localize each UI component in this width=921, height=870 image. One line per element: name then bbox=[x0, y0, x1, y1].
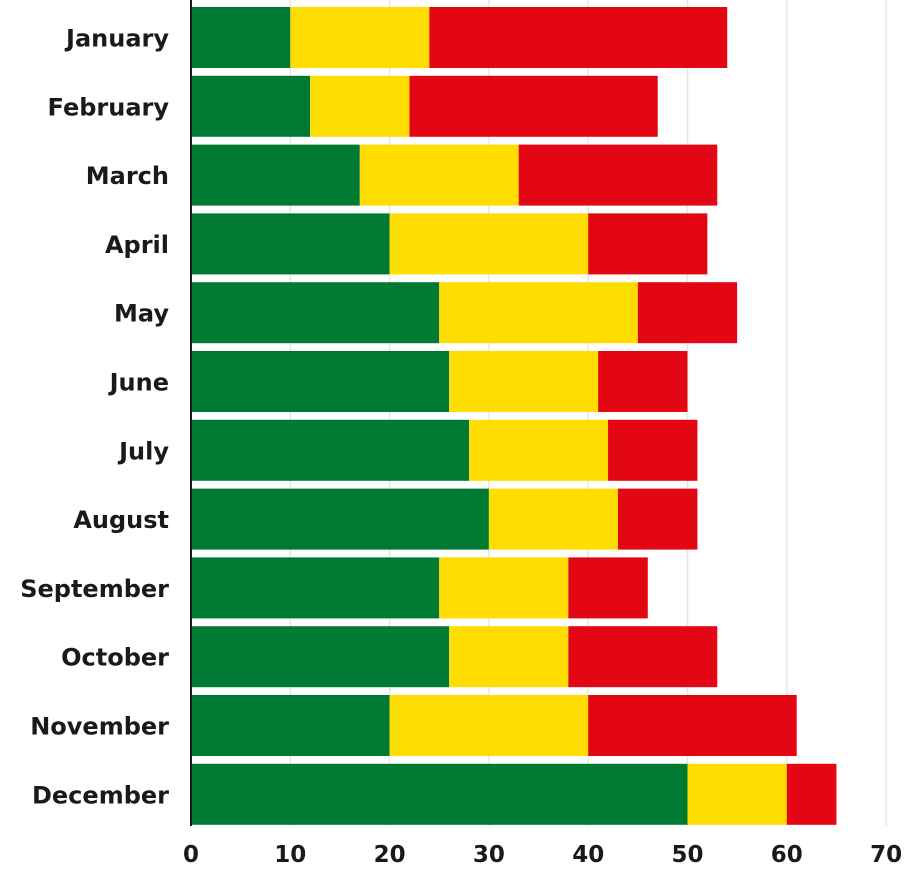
bar-segment-december-1 bbox=[191, 763, 688, 825]
bars bbox=[191, 7, 837, 825]
bar-segment-december-2 bbox=[687, 763, 787, 825]
bar-segment-january-3 bbox=[429, 7, 728, 68]
bar-segment-february-1 bbox=[191, 75, 311, 137]
bar-segment-september-3 bbox=[568, 557, 648, 619]
bar-segment-november-1 bbox=[191, 695, 390, 756]
category-labels: January February March April May June July Augu… bbox=[20, 25, 169, 810]
bar-segment-august-3 bbox=[617, 488, 698, 550]
category-label-june: June bbox=[108, 369, 169, 397]
bar-segment-june-3 bbox=[598, 351, 688, 412]
bar-segment-june-2 bbox=[449, 351, 599, 412]
x-tick-label: 30 bbox=[473, 842, 505, 868]
bar-segment-november-3 bbox=[588, 695, 797, 756]
bar-segment-july-1 bbox=[191, 419, 470, 481]
bar-segment-may-2 bbox=[439, 282, 638, 344]
bar-segment-january-2 bbox=[290, 7, 430, 68]
bar-segment-october-3 bbox=[568, 626, 718, 688]
bar-segment-august-2 bbox=[488, 488, 618, 550]
bar-segment-december-3 bbox=[786, 763, 837, 825]
bar-segment-june-1 bbox=[191, 351, 450, 412]
bar-segment-april-1 bbox=[191, 213, 390, 275]
bar-segment-february-3 bbox=[409, 75, 658, 137]
gridlines bbox=[289, 0, 887, 826]
category-label-august: August bbox=[73, 506, 169, 534]
bar-segment-march-3 bbox=[518, 144, 718, 206]
bar-segment-august-1 bbox=[191, 488, 489, 550]
x-tick-label: 60 bbox=[771, 842, 803, 868]
category-label-february: February bbox=[48, 93, 170, 121]
bar-segment-february-2 bbox=[310, 75, 410, 137]
x-tick-label: 0 bbox=[183, 842, 199, 868]
bar-segment-may-1 bbox=[191, 282, 440, 344]
bar-segment-october-2 bbox=[449, 626, 569, 688]
bar-segment-april-2 bbox=[389, 213, 589, 275]
category-label-april: April bbox=[105, 231, 169, 259]
x-tick-label: 50 bbox=[671, 842, 703, 868]
x-tick-label: 10 bbox=[274, 842, 306, 868]
bar-segment-july-3 bbox=[608, 419, 698, 481]
bar-segment-may-3 bbox=[637, 282, 738, 344]
bar-segment-march-1 bbox=[191, 144, 360, 206]
category-label-january: January bbox=[64, 25, 169, 53]
bar-segment-april-3 bbox=[588, 213, 708, 275]
bar-segment-september-1 bbox=[191, 557, 440, 619]
bar-segment-october-1 bbox=[191, 626, 450, 688]
category-label-october: October bbox=[61, 644, 169, 672]
category-label-july: July bbox=[117, 437, 169, 465]
bar-segment-march-2 bbox=[359, 144, 519, 206]
x-tick-label: 70 bbox=[870, 842, 902, 868]
category-label-march: March bbox=[86, 162, 169, 190]
category-label-december: December bbox=[32, 781, 169, 809]
bar-segment-july-2 bbox=[469, 419, 609, 481]
bar-segment-january-1 bbox=[191, 7, 291, 68]
x-tick-labels: 0 10 20 30 40 50 60 70 bbox=[183, 842, 902, 868]
category-label-september: September bbox=[20, 575, 169, 603]
category-label-may: May bbox=[114, 300, 169, 328]
x-tick-label: 20 bbox=[374, 842, 406, 868]
bar-segment-november-2 bbox=[389, 695, 589, 756]
x-tick-label: 40 bbox=[572, 842, 604, 868]
category-label-november: November bbox=[30, 713, 169, 741]
bar-segment-september-2 bbox=[439, 557, 569, 619]
